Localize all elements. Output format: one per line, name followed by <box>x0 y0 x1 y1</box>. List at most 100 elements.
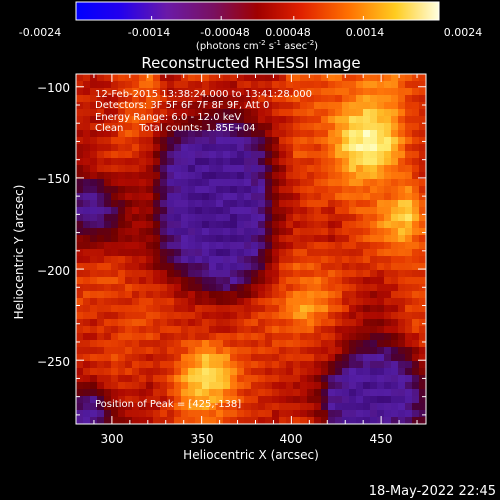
heatmap-cell <box>405 151 413 159</box>
heatmap-cell <box>286 277 294 285</box>
heatmap-cell <box>209 200 217 208</box>
heatmap-cell <box>321 361 329 369</box>
heatmap-cell <box>314 354 322 362</box>
heatmap-cell <box>146 340 154 348</box>
heatmap-cell <box>230 340 238 348</box>
heatmap-cell <box>370 284 378 292</box>
heatmap-cell <box>223 410 231 418</box>
heatmap-cell <box>97 277 105 285</box>
heatmap-cell <box>349 144 357 152</box>
heatmap-cell <box>286 375 294 383</box>
heatmap-cell <box>398 186 406 194</box>
heatmap-cell <box>181 284 189 292</box>
heatmap-cell <box>146 172 154 180</box>
heatmap-cell <box>265 326 273 334</box>
heatmap-cell <box>391 298 399 306</box>
heatmap-cell <box>216 270 224 278</box>
heatmap-cell <box>314 95 322 103</box>
heatmap-cell <box>363 333 371 341</box>
heatmap-cell <box>167 333 175 341</box>
heatmap-cell <box>286 214 294 222</box>
heatmap-cell <box>111 382 119 390</box>
heatmap-cell <box>132 207 140 215</box>
heatmap-cell <box>391 305 399 313</box>
heatmap-cell <box>174 312 182 320</box>
heatmap-cell <box>132 74 140 82</box>
heatmap-cell <box>160 305 168 313</box>
heatmap-cell <box>230 354 238 362</box>
heatmap-cell <box>321 214 329 222</box>
heatmap-cell <box>237 193 245 201</box>
heatmap-cell <box>174 375 182 383</box>
heatmap-cell <box>202 403 210 411</box>
heatmap-cell <box>83 193 91 201</box>
heatmap-cell <box>118 151 126 159</box>
heatmap-cell <box>118 221 126 229</box>
heatmap-cell <box>272 151 280 159</box>
heatmap-cell <box>237 130 245 138</box>
heatmap-cell <box>342 144 350 152</box>
heatmap-cell <box>377 172 385 180</box>
heatmap-cell <box>97 368 105 376</box>
heatmap-cell <box>251 137 259 145</box>
heatmap-cell <box>125 116 133 124</box>
heatmap-cell <box>363 81 371 89</box>
heatmap-cell <box>307 354 315 362</box>
heatmap-cell <box>335 200 343 208</box>
heatmap-cell <box>258 95 266 103</box>
heatmap-cell <box>258 326 266 334</box>
heatmap-cell <box>153 81 161 89</box>
heatmap-cell <box>90 179 98 187</box>
heatmap-cell <box>195 95 203 103</box>
heatmap-cell <box>412 242 420 250</box>
heatmap-cell <box>356 172 364 180</box>
heatmap-cell <box>419 88 426 96</box>
heatmap-cell <box>314 312 322 320</box>
heatmap-cell <box>90 277 98 285</box>
heatmap-cell <box>125 242 133 250</box>
heatmap-cell <box>391 221 399 229</box>
heatmap-cell <box>363 144 371 152</box>
heatmap-cell <box>321 249 329 257</box>
heatmap-cell <box>209 228 217 236</box>
heatmap-cell <box>167 207 175 215</box>
heatmap-cell <box>419 361 426 369</box>
heatmap-cell <box>419 165 426 173</box>
heatmap-cell <box>384 130 392 138</box>
heatmap-cell <box>356 186 364 194</box>
heatmap-cell <box>286 165 294 173</box>
heatmap-cell <box>139 417 147 424</box>
heatmap-cell <box>349 396 357 404</box>
heatmap-cell <box>111 263 119 271</box>
heatmap-cell <box>307 382 315 390</box>
heatmap-cell <box>216 186 224 194</box>
heatmap-cell <box>132 186 140 194</box>
heatmap-cell <box>356 123 364 131</box>
heatmap-cell <box>265 81 273 89</box>
heatmap-cell <box>335 144 343 152</box>
heatmap-cell <box>384 186 392 194</box>
heatmap-cell <box>328 263 336 271</box>
heatmap-cell <box>363 263 371 271</box>
heatmap-cell <box>76 130 84 138</box>
heatmap-cell <box>321 403 329 411</box>
heatmap-cell <box>328 347 336 355</box>
heatmap-cell <box>335 95 343 103</box>
heatmap-cell <box>153 186 161 194</box>
heatmap-cell <box>314 368 322 376</box>
heatmap-cell <box>223 207 231 215</box>
heatmap-cell <box>83 207 91 215</box>
heatmap-cell <box>153 144 161 152</box>
heatmap-cell <box>314 375 322 383</box>
heatmap-cell <box>90 81 98 89</box>
heatmap-cell <box>335 137 343 145</box>
heatmap-cell <box>223 368 231 376</box>
heatmap-cell <box>342 277 350 285</box>
heatmap-cell <box>363 123 371 131</box>
heatmap-cell <box>153 200 161 208</box>
heatmap-cell <box>118 158 126 166</box>
heatmap-cell <box>405 347 413 355</box>
heatmap-cell <box>293 277 301 285</box>
heatmap-cell <box>251 165 259 173</box>
heatmap-cell <box>412 74 420 82</box>
